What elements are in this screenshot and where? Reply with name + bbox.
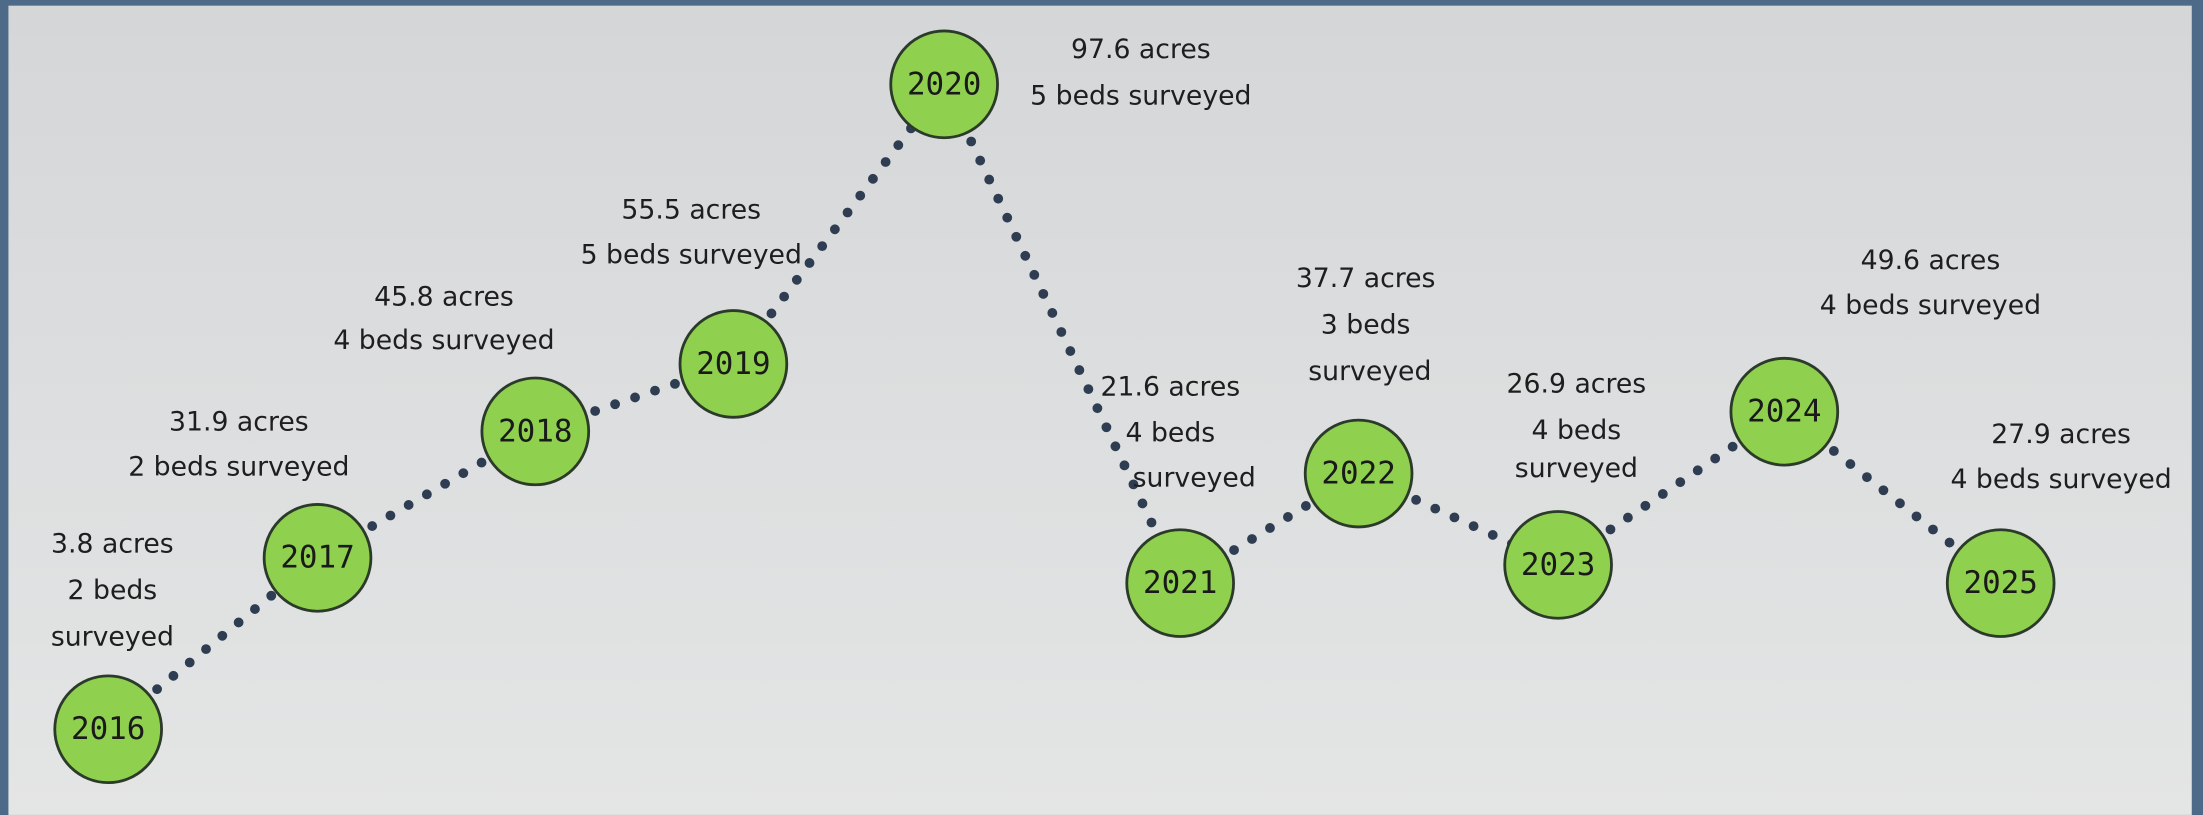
year-node xyxy=(678,309,789,419)
nodes: 2016 3.8 acres 2 beds surveyed 2017 31.9 acre… xyxy=(51,29,2172,785)
connector xyxy=(939,79,1186,589)
annotation: 2 beds xyxy=(68,575,158,606)
year-node xyxy=(1729,356,1840,467)
year-node xyxy=(1125,528,1235,638)
year-node xyxy=(1303,418,1414,529)
annotation: 4 beds xyxy=(1532,415,1622,446)
year-node xyxy=(1945,528,2056,638)
annotation: 45.8 acres xyxy=(374,281,514,312)
annotation: 2 beds surveyed xyxy=(128,451,349,482)
year-label: 2021 xyxy=(1143,565,1217,601)
annotation: surveyed xyxy=(51,621,174,652)
connector xyxy=(1175,468,1364,589)
connector xyxy=(530,359,739,437)
annotation: 31.9 acres xyxy=(169,406,309,437)
connector xyxy=(1353,468,1564,570)
year-node xyxy=(889,29,999,140)
annotation: 37.7 acres xyxy=(1296,263,1436,294)
year-label: 2022 xyxy=(1321,455,1395,491)
annotation: 5 beds surveyed xyxy=(581,239,802,270)
year-label: 2024 xyxy=(1747,394,1821,430)
year-label: 2018 xyxy=(498,413,572,449)
annotation: 55.5 acres xyxy=(621,194,761,225)
annotation: 3 beds xyxy=(1321,310,1411,341)
annotation: 21.6 acres xyxy=(1101,371,1241,402)
annotation: 4 beds surveyed xyxy=(333,325,554,356)
year-label: 2020 xyxy=(907,66,981,102)
year-label: 2016 xyxy=(71,711,145,747)
annotation: 27.9 acres xyxy=(1991,419,2131,450)
annotation: 4 beds xyxy=(1126,418,1216,449)
annotation: 3.8 acres xyxy=(51,529,174,560)
year-label: 2017 xyxy=(280,540,354,576)
year-label: 2019 xyxy=(696,346,770,382)
annotation: 97.6 acres xyxy=(1071,34,1211,65)
year-node xyxy=(53,674,163,785)
year-label: 2023 xyxy=(1521,547,1595,583)
annotation: 26.9 acres xyxy=(1507,369,1647,400)
year-node xyxy=(262,503,373,613)
annotation: surveyed xyxy=(1133,463,1256,494)
annotation: surveyed xyxy=(1515,453,1638,484)
connector xyxy=(728,79,950,369)
annotation: surveyed xyxy=(1308,356,1431,387)
year-node xyxy=(480,376,591,487)
annotation: 4 beds surveyed xyxy=(1950,464,2171,495)
annotation: 5 beds surveyed xyxy=(1030,81,1251,112)
annotation: 49.6 acres xyxy=(1861,245,2001,276)
year-label: 2025 xyxy=(1963,565,2037,601)
year-node xyxy=(1503,510,1613,620)
annotation: 4 beds surveyed xyxy=(1820,290,2041,321)
